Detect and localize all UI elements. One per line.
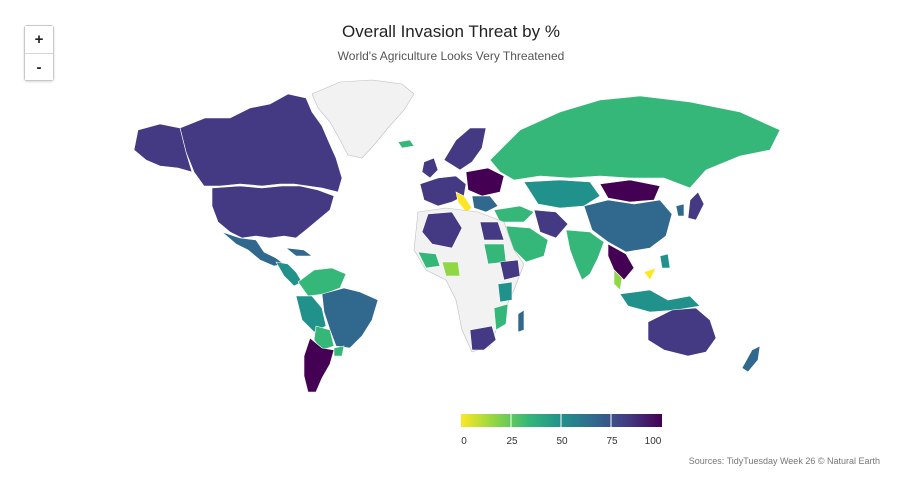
region-eastern-europe[interactable] (465, 167, 505, 197)
zoom-in-button[interactable]: + (25, 26, 53, 53)
region-north-africa[interactable] (421, 211, 463, 249)
zoom-control: + - (24, 25, 54, 81)
region-greenland[interactable] (311, 79, 415, 159)
region-cuba[interactable] (285, 247, 313, 257)
region-south-africa[interactable] (469, 325, 497, 351)
region-madagascar[interactable] (517, 309, 525, 333)
region-egypt[interactable] (479, 221, 505, 241)
region-philippines[interactable] (659, 253, 671, 269)
region-mongolia[interactable] (599, 179, 661, 203)
region-thailand[interactable] (613, 269, 623, 291)
map-title: Overall Invasion Threat by % (342, 22, 560, 41)
region-bolivia[interactable] (313, 325, 335, 351)
region-brazil[interactable] (321, 287, 379, 349)
region-china[interactable] (583, 199, 673, 253)
legend-tick-50: 50 (556, 436, 568, 447)
legend-color-bar (461, 414, 662, 427)
legend-tick-0: 0 (461, 436, 467, 447)
region-central-asia[interactable] (523, 179, 601, 209)
region-usa[interactable] (211, 185, 335, 239)
region-southeast-asia[interactable] (607, 243, 635, 281)
region-turkey[interactable] (493, 205, 535, 223)
region-malaysia[interactable] (643, 267, 657, 281)
region-alaska[interactable] (133, 123, 193, 173)
zoom-out-button[interactable]: - (25, 53, 53, 80)
region-west-africa[interactable] (417, 251, 441, 269)
region-argentina[interactable] (303, 337, 335, 393)
legend-tick-25: 25 (506, 436, 518, 447)
region-korea[interactable] (675, 203, 685, 217)
region-india[interactable] (565, 229, 605, 281)
region-colombia[interactable] (297, 267, 347, 297)
region-ethiopia[interactable] (499, 259, 521, 281)
source-attribution: Sources: TidyTuesday Week 26 © Natural E… (688, 456, 880, 466)
region-canada[interactable] (179, 93, 343, 193)
map-subtitle: World's Agriculture Looks Very Threatene… (337, 49, 565, 63)
region-mozambique[interactable] (493, 303, 509, 331)
region-new-zealand[interactable] (741, 345, 761, 373)
region-balkans[interactable] (471, 195, 499, 213)
region-uk[interactable] (421, 157, 439, 179)
region-australia[interactable] (647, 307, 717, 357)
legend-tick-75: 75 (606, 436, 618, 447)
region-iceland[interactable] (397, 139, 415, 149)
region-indonesia[interactable] (619, 289, 701, 313)
region-iran[interactable] (533, 209, 569, 239)
region-uruguay[interactable] (333, 345, 345, 357)
region-peru[interactable] (295, 295, 327, 333)
legend-tick-100: 100 (644, 436, 662, 447)
region-japan[interactable] (687, 191, 705, 221)
region-scandinavia[interactable] (443, 127, 487, 171)
region-kenya[interactable] (497, 281, 513, 303)
region-nigeria[interactable] (441, 261, 461, 277)
region-sudan[interactable] (483, 243, 507, 265)
region-italy[interactable] (455, 191, 473, 213)
region-russia[interactable] (489, 95, 781, 189)
